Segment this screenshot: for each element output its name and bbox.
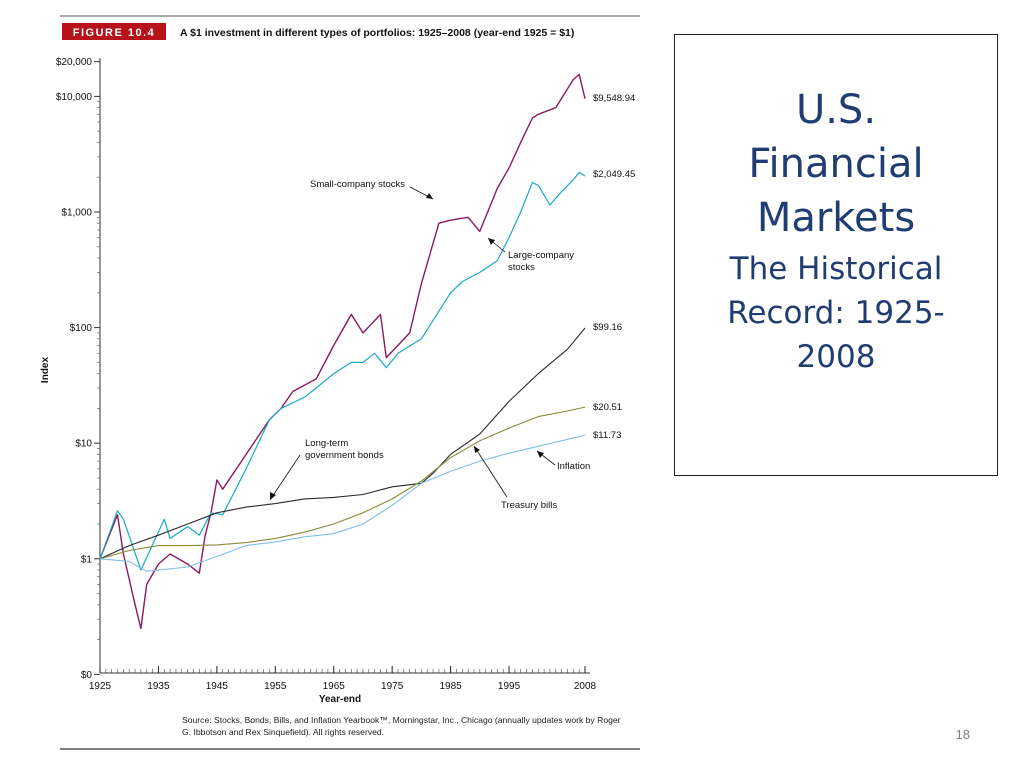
end-value-small-stocks: $9,548.94 (593, 93, 635, 104)
figure-badge-text: FIGURE 10.4 (73, 27, 156, 39)
slide-title-line: Financial (748, 141, 924, 187)
y-tick-label: $10,000 (56, 92, 93, 103)
end-value-lt-gov-bonds: $99.16 (593, 322, 622, 333)
leader-bonds (269, 454, 301, 501)
y-tick-label: $10 (75, 439, 92, 450)
slide-subtitle-line: The Historical (729, 251, 943, 287)
slide-title-line: Markets (756, 195, 916, 241)
slide-subtitle-line: 2008 (796, 339, 876, 375)
slide-number: 18 (955, 727, 970, 742)
figure-title: A $1 investment in different types of po… (180, 27, 574, 39)
x-tick-label: 2008 (574, 681, 597, 692)
figure-panel: FIGURE 10.4 A $1 investment in different… (40, 15, 640, 750)
y-tick-label: $20,000 (56, 57, 93, 68)
source-line-2: G. Ibbotson and Rex Sinquefield). All ri… (182, 727, 384, 737)
arrow-inflation (537, 451, 544, 458)
x-tick-label: 1925 (89, 681, 112, 692)
x-tick-label: 1975 (381, 681, 404, 692)
slide-title-box: U.S. Financial Markets The Historical Re… (674, 34, 998, 476)
arrow-small-stocks (426, 193, 433, 199)
series-line-inflation (99, 434, 586, 572)
x-tick-label: 1945 (206, 681, 229, 692)
y-tick-label: $1,000 (61, 208, 92, 219)
arrow-bonds (270, 492, 276, 500)
x-axis-title: Year-end (319, 694, 361, 705)
x-tick-label: 1935 (147, 681, 170, 692)
label-treasury-bills: Treasury bills (501, 500, 557, 511)
label-bonds: Long-term government bonds (305, 438, 384, 461)
end-value-large-stocks: $2,049.45 (593, 169, 635, 180)
arrow-large-stocks (488, 238, 495, 245)
x-tick-label: 1995 (498, 681, 521, 692)
series-line-lt-gov-bonds (99, 327, 586, 560)
x-tick-label: 1965 (323, 681, 346, 692)
end-value-inflation: $11.73 (593, 430, 621, 441)
label-inflation: Inflation (557, 461, 590, 472)
slide-title-line: U.S. (795, 87, 877, 133)
series-line-large-stocks (99, 171, 586, 571)
x-tick-label: 1955 (264, 681, 287, 692)
figure-badge (62, 23, 166, 40)
end-value-treasury-bills: $20.51 (593, 402, 622, 413)
label-large-stocks: Large-company stocks (508, 250, 574, 273)
chart: FIGURE 10.4 A $1 investment in different… (40, 15, 640, 750)
series-line-treasury-bills (99, 406, 586, 560)
label-small-stocks: Small-company stocks (310, 179, 405, 190)
y-tick-label: $0 (81, 670, 93, 681)
y-tick-label: $1 (81, 554, 93, 565)
slide-title: U.S. Financial Markets (675, 83, 997, 245)
x-tick-label: 1985 (439, 681, 462, 692)
slide-subtitle: The Historical Record: 1925- 2008 (675, 247, 997, 379)
series-line-small-stocks (99, 73, 586, 630)
source-line-1: Source: Stocks, Bonds, Bills, and Inflat… (182, 715, 621, 725)
y-axis-title: Index (40, 357, 51, 384)
slide-subtitle-line: Record: 1925- (727, 295, 945, 331)
leader-treasury-bills (473, 445, 508, 498)
y-tick-label: $100 (70, 323, 93, 334)
arrow-treasury-bills (474, 446, 480, 453)
